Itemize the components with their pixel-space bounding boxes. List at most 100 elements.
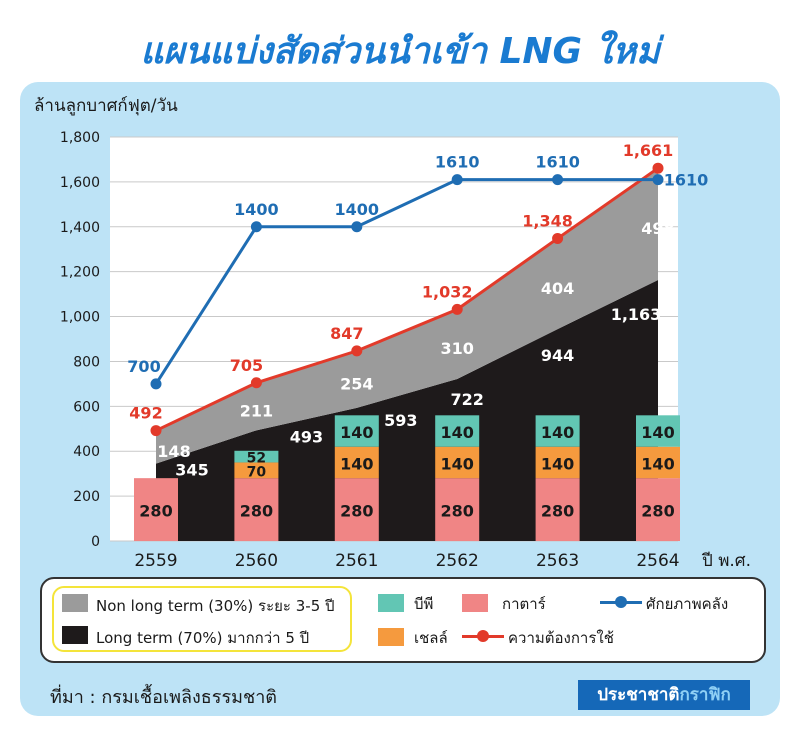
bar-value-label: 140 xyxy=(541,423,574,442)
y-tick-label: 1,600 xyxy=(60,175,100,191)
non-long-term-label: 254 xyxy=(340,374,373,393)
legend-swatch-bp xyxy=(378,594,404,612)
x-tick-label: 2562 xyxy=(436,551,479,571)
capacity-label: 1400 xyxy=(234,200,279,219)
line-capacity-point xyxy=(652,174,664,186)
line-demand-point xyxy=(652,162,664,174)
bar-bp xyxy=(535,415,580,447)
bar-qatar xyxy=(535,478,580,541)
legend-swatch-nonlong xyxy=(62,594,88,612)
bar-qatar xyxy=(636,478,680,541)
line-capacity-point xyxy=(552,174,564,186)
bar-shell xyxy=(334,446,379,479)
bar-bp xyxy=(334,415,379,447)
non-long-term-label: 498 xyxy=(641,219,674,238)
bar-value-label: 52 xyxy=(247,451,266,467)
bar-qatar xyxy=(435,478,480,541)
bar-shell xyxy=(636,446,680,479)
lines xyxy=(150,162,664,437)
line-demand-point xyxy=(150,425,162,437)
contract-areas xyxy=(156,168,658,541)
x-tick-label: 2563 xyxy=(536,551,579,571)
legend-label-long: Long term (70%) มากกว่า 5 ปี xyxy=(96,629,310,647)
bar-value-label: 70 xyxy=(247,464,267,480)
long-term-label: 1,163 xyxy=(611,305,662,324)
non-long-term-label: 310 xyxy=(440,339,473,358)
y-axis-unit-label: ล้านลูกบาศก์ฟุต/วัน xyxy=(34,96,178,116)
y-tick-label: 200 xyxy=(73,489,100,505)
capacity-label: 1610 xyxy=(535,153,580,172)
bar-value-label: 280 xyxy=(240,502,273,521)
legend-swatch-shell xyxy=(378,628,404,646)
demand-label: 1,348 xyxy=(522,211,573,230)
line-capacity-point xyxy=(451,174,463,186)
area-long-term xyxy=(156,279,658,541)
legend-label-nonlong: Non long term (30%) ระยะ 3-5 ปี xyxy=(96,597,335,615)
bar-value-label: 140 xyxy=(440,423,473,442)
capacity-label: 1610 xyxy=(435,153,480,172)
line-demand-point xyxy=(250,377,262,389)
line-capacity xyxy=(154,178,658,385)
capacity-label: 1610 xyxy=(664,171,709,190)
line-demand-point xyxy=(451,303,463,315)
y-tick-label: 400 xyxy=(73,444,100,460)
source-note: ที่มา : กรมเชื้อเพลิงธรรมชาติ xyxy=(50,687,277,708)
long-term-label: 493 xyxy=(290,427,323,446)
legend-swatch-qatar xyxy=(462,594,488,612)
legend-contract-highlight xyxy=(52,586,352,652)
legend-swatch-long xyxy=(62,626,88,644)
bar-value-label: 280 xyxy=(641,502,674,521)
y-tick-label: 1,400 xyxy=(60,220,100,236)
bar-shell xyxy=(535,446,580,479)
y-tick-label: 1,000 xyxy=(60,310,100,326)
long-term-label: 593 xyxy=(384,411,417,430)
long-term-label: 345 xyxy=(175,461,208,480)
x-tick-label: 2559 xyxy=(134,551,177,571)
legend xyxy=(40,577,766,663)
demand-label: 492 xyxy=(129,404,162,423)
line-capacity-point xyxy=(250,221,262,233)
non-long-term-label: 404 xyxy=(541,279,574,298)
legend-swatch-demand xyxy=(462,630,504,642)
x-tick-label: 2564 xyxy=(636,551,679,571)
bar-qatar xyxy=(134,478,178,541)
area-non-long-term xyxy=(156,168,658,464)
bar-qatar xyxy=(334,478,379,541)
line-demand-point xyxy=(351,345,363,357)
bar-bp xyxy=(435,415,480,447)
capacity-label: 700 xyxy=(127,357,160,376)
line-demand xyxy=(155,166,659,432)
supplier-bars xyxy=(134,415,680,541)
bar-bp xyxy=(234,450,279,463)
page-title: แผนแบ่งสัดส่วนนำเข้า LNG ใหม่ xyxy=(140,31,660,72)
legend-label-qatar: กาตาร์ xyxy=(502,595,546,613)
capacity-label: 1400 xyxy=(335,200,380,219)
bar-shell xyxy=(234,462,279,479)
line-capacity-point xyxy=(351,221,363,233)
bar-value-label: 140 xyxy=(340,454,373,473)
legend-label-demand: ความต้องการใช้ xyxy=(508,629,614,647)
line-capacity-point xyxy=(150,378,162,390)
x-axis-ticks: 2559 2560 2561 2562 2563 2564 xyxy=(134,551,679,571)
y-axis-ticks: 0 200 400 600 800 1,000 1,200 1,400 1,600 1,800 xyxy=(60,130,100,550)
bar-value-label: 140 xyxy=(641,454,674,473)
bar-value-label: 280 xyxy=(541,502,574,521)
bar-shell xyxy=(435,446,480,479)
demand-label: 1,661 xyxy=(623,141,674,160)
legend-label-shell: เชลล์ xyxy=(414,629,448,647)
long-term-label: 944 xyxy=(541,346,574,365)
line-demand-point xyxy=(552,232,564,244)
bar-value-label: 140 xyxy=(340,423,373,442)
brand-logo: ประชาชาติกราฟิก xyxy=(578,680,750,710)
demand-label: 847 xyxy=(330,324,363,343)
x-tick-label: 2561 xyxy=(335,551,378,571)
demand-label: 705 xyxy=(230,356,263,375)
y-tick-label: 600 xyxy=(73,399,100,415)
y-tick-label: 0 xyxy=(91,534,100,550)
bar-value-label: 140 xyxy=(541,454,574,473)
y-tick-label: 1,800 xyxy=(60,130,100,146)
x-tick-label: 2560 xyxy=(235,551,278,571)
bar-value-label: 280 xyxy=(139,502,172,521)
